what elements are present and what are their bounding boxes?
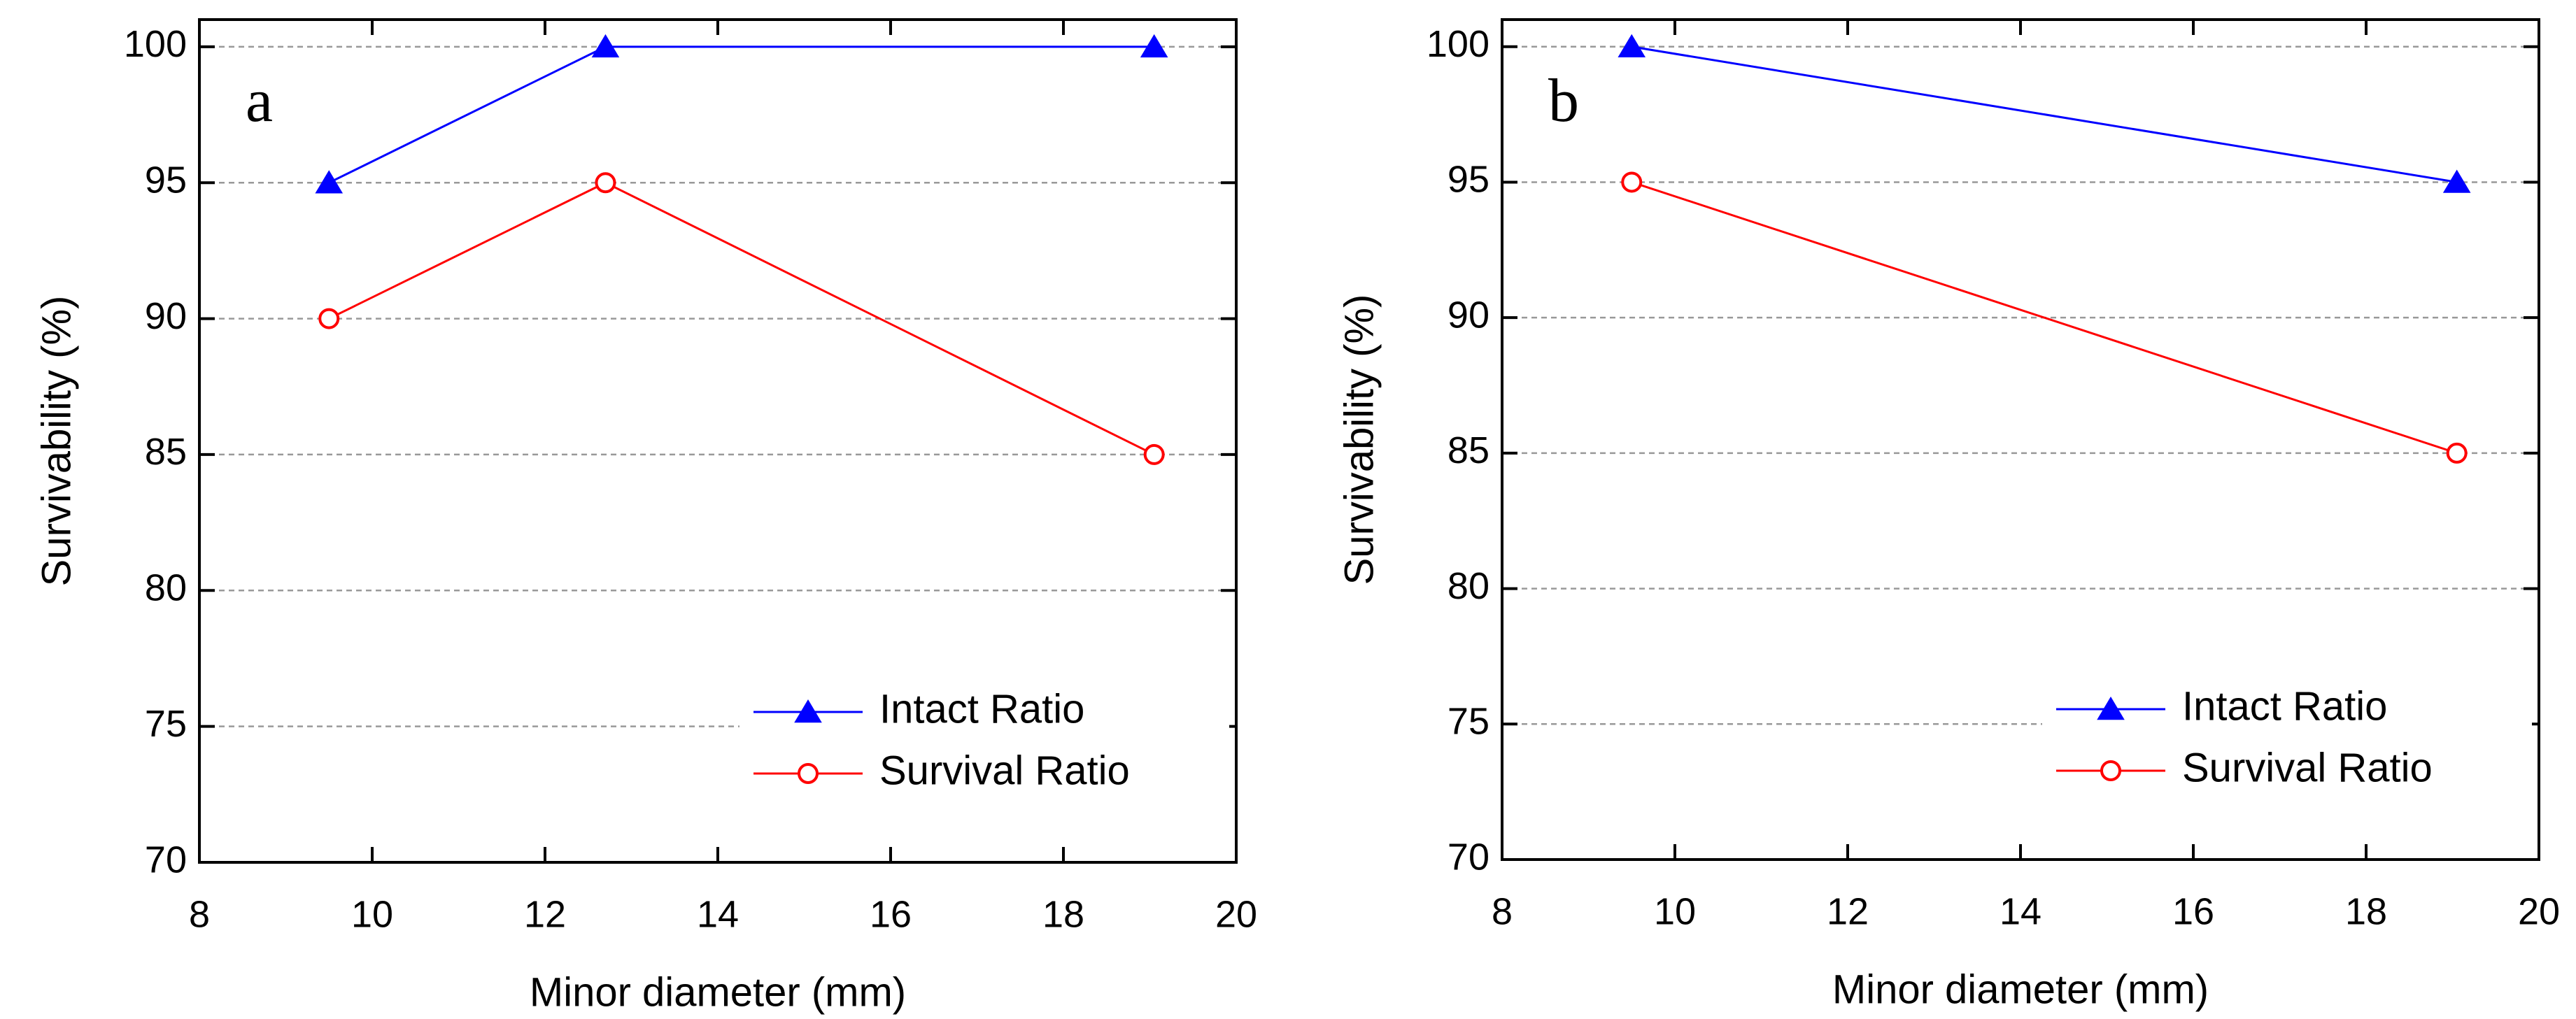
series-line: [1632, 45, 2457, 183]
series-line: [328, 45, 1154, 184]
x-tick-label: 16: [2172, 890, 2214, 932]
legend-box: [2042, 678, 2532, 822]
y-axis-title: Survivability (%): [34, 296, 79, 587]
circle-marker: [1621, 171, 1643, 193]
x-tick-label: 12: [1827, 890, 1869, 932]
y-tick-label: 80: [1448, 565, 1489, 607]
x-tick-label: 10: [351, 893, 393, 935]
x-tick-label: 20: [1215, 893, 1257, 935]
triangle-marker: [591, 34, 620, 58]
legend-label: Intact Ratio: [2182, 683, 2387, 729]
triangle-marker: [2097, 697, 2125, 720]
y-tick-label: 85: [1448, 429, 1489, 471]
triangle-marker: [315, 170, 344, 194]
x-tick-label: 10: [1654, 890, 1696, 932]
series-line: [1631, 181, 2458, 455]
circle-marker: [1143, 443, 1165, 465]
circle-marker: [595, 172, 616, 194]
x-tick-label: 18: [2345, 890, 2387, 932]
triangle-marker: [1618, 34, 1646, 58]
legend-label: Intact Ratio: [879, 686, 1084, 732]
triangle-marker: [2442, 169, 2471, 193]
circle-marker: [2446, 442, 2468, 464]
x-tick-label: 20: [2518, 890, 2560, 932]
y-tick-label: 90: [1448, 294, 1489, 336]
y-tick-label: 75: [145, 703, 187, 745]
circle-marker: [318, 308, 340, 329]
circle-marker: [2100, 760, 2121, 781]
plot-frame: [1501, 18, 2540, 861]
x-tick-label: 14: [2000, 890, 2041, 932]
y-tick-label: 75: [1448, 701, 1489, 743]
triangle-marker: [794, 699, 822, 723]
y-tick-label: 90: [145, 295, 187, 337]
y-tick-label: 95: [145, 159, 187, 201]
x-tick-label: 12: [524, 893, 566, 935]
legend-label: Survival Ratio: [879, 748, 1130, 793]
panel-label: b: [1548, 67, 1579, 135]
y-tick-label: 95: [1448, 159, 1489, 201]
legend-label: Survival Ratio: [2182, 745, 2433, 790]
y-axis-title: Survivability (%): [1336, 294, 1382, 585]
x-axis-title: Minor diameter (mm): [530, 969, 906, 1015]
y-tick-label: 85: [145, 431, 187, 473]
y-tick-label: 100: [1427, 23, 1489, 65]
x-tick-label: 16: [870, 893, 912, 935]
x-axis-title: Minor diameter (mm): [1832, 967, 2209, 1012]
panel-label: a: [246, 67, 273, 135]
y-tick-label: 80: [145, 567, 187, 609]
legend-box: [739, 681, 1229, 825]
x-tick-label: 14: [697, 893, 739, 935]
triangle-marker: [1140, 34, 1168, 58]
x-tick-label: 8: [1492, 890, 1513, 932]
plot-frame: [198, 18, 1238, 864]
circle-marker: [798, 763, 819, 784]
x-tick-label: 18: [1042, 893, 1084, 935]
y-tick-label: 70: [1448, 836, 1489, 878]
x-tick-label: 8: [189, 893, 210, 935]
y-tick-label: 70: [145, 839, 187, 881]
y-tick-label: 100: [124, 23, 187, 65]
